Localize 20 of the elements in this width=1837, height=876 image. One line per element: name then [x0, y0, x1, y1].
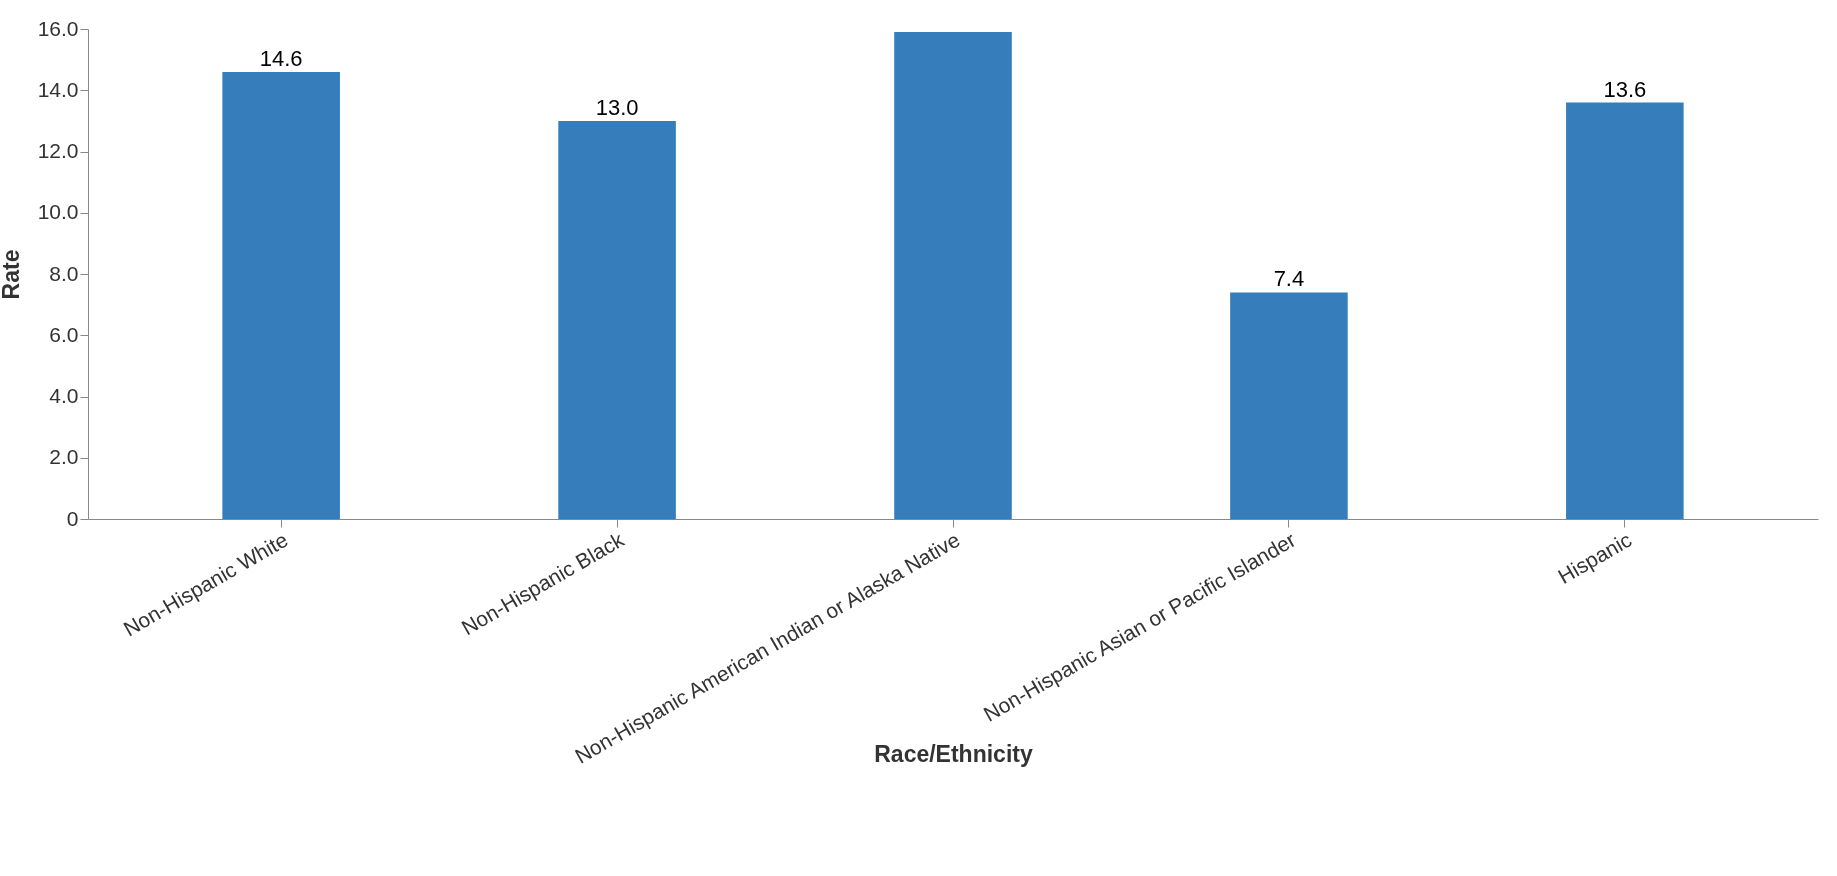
y-tick-label: 4.0 [49, 384, 79, 407]
y-tick-label: 8.0 [49, 261, 79, 285]
y-tick-label: 6.0 [49, 322, 79, 346]
y-tick-label: 14.0 [37, 77, 79, 101]
bar [558, 120, 676, 519]
bar [894, 32, 1012, 519]
y-tick-label: 16.0 [37, 16, 79, 40]
data-label: 14.6 [259, 45, 303, 71]
bar [222, 71, 340, 519]
x-axis-title: Race/Ethnicity [874, 740, 1033, 767]
data-label: 7.4 [1273, 266, 1305, 292]
y-tick-label: 10.0 [37, 200, 79, 224]
data-label: 13.0 [595, 94, 639, 120]
y-axis-title: Rate [0, 249, 24, 300]
bar [1566, 102, 1684, 519]
y-tick-label: 12.0 [37, 139, 79, 162]
data-label: 13.6 [1603, 76, 1647, 102]
y-tick-label: 0 [66, 506, 79, 530]
y-tick-label: 2.0 [49, 445, 79, 469]
bar [1230, 292, 1348, 519]
